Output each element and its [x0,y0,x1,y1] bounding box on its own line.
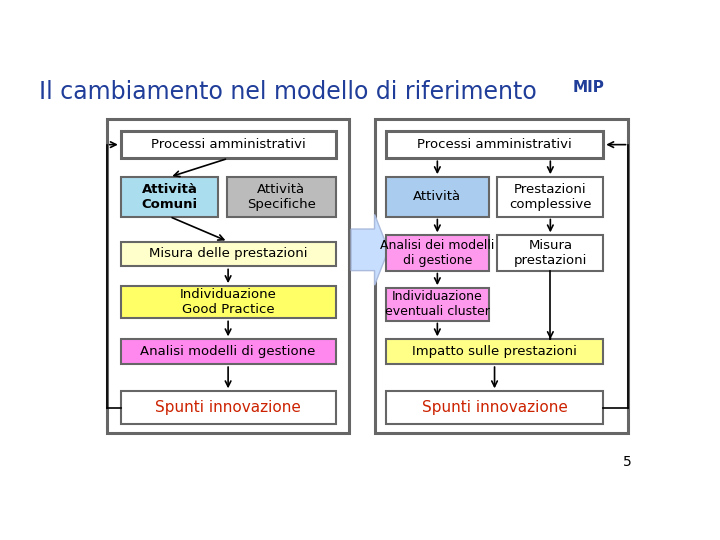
Text: 5: 5 [623,455,631,469]
Text: Misura delle prestazioni: Misura delle prestazioni [149,247,307,260]
FancyBboxPatch shape [121,286,336,319]
FancyBboxPatch shape [121,339,336,364]
Polygon shape [351,214,389,285]
FancyBboxPatch shape [227,177,336,217]
Text: Individuazione
Good Practice: Individuazione Good Practice [180,288,276,316]
FancyBboxPatch shape [121,131,336,158]
Text: Attività
Specifiche: Attività Specifiche [247,183,315,211]
Text: Spunti innovazione: Spunti innovazione [156,400,301,415]
Text: Spunti innovazione: Spunti innovazione [422,400,567,415]
FancyBboxPatch shape [386,235,489,271]
Text: Analisi modelli di gestione: Analisi modelli di gestione [140,345,316,358]
FancyBboxPatch shape [386,177,489,217]
Text: Attività: Attività [413,190,462,204]
FancyBboxPatch shape [386,131,603,158]
Text: Prestazioni
complessive: Prestazioni complessive [509,183,592,211]
Text: Impatto sulle prestazioni: Impatto sulle prestazioni [412,345,577,358]
Text: MIP: MIP [572,80,605,95]
Text: Processi amministrativi: Processi amministrativi [417,138,572,151]
FancyBboxPatch shape [121,177,218,217]
FancyBboxPatch shape [498,177,603,217]
FancyBboxPatch shape [121,391,336,424]
Text: Processi amministrativi: Processi amministrativi [150,138,305,151]
FancyBboxPatch shape [121,241,336,266]
FancyBboxPatch shape [498,235,603,271]
FancyBboxPatch shape [386,391,603,424]
Text: Individuazione
eventuali cluster: Individuazione eventuali cluster [385,291,490,318]
Text: Misura
prestazioni: Misura prestazioni [513,239,587,267]
Text: Attività
Comuni: Attività Comuni [141,183,197,211]
Text: Analisi dei modelli
di gestione: Analisi dei modelli di gestione [380,239,495,267]
FancyBboxPatch shape [386,339,603,364]
Text: Il cambiamento nel modello di riferimento: Il cambiamento nel modello di riferiment… [39,80,537,104]
FancyBboxPatch shape [386,288,489,321]
